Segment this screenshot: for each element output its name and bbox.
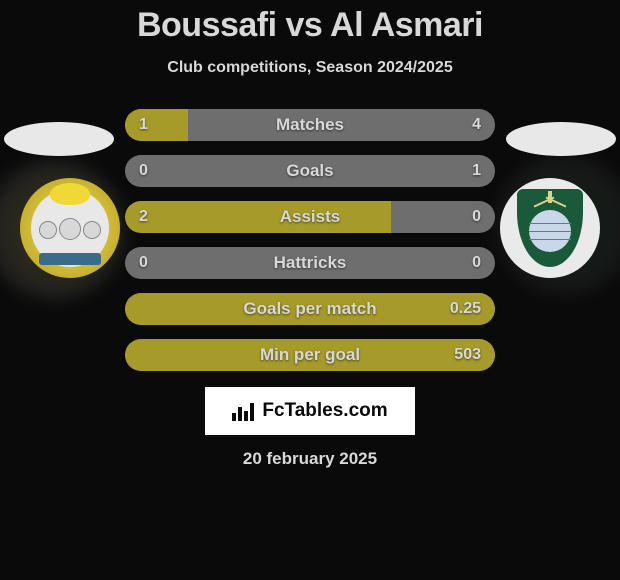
page-subtitle: Club competitions, Season 2024/2025 xyxy=(167,59,452,77)
page-title: Boussafi vs Al Asmari xyxy=(137,6,483,45)
bar-value-right: 0 xyxy=(472,201,481,233)
crest-figure xyxy=(59,218,81,240)
bar-label: Hattricks xyxy=(125,247,495,279)
crest-figure xyxy=(83,221,101,239)
stat-bar: Matches1 4 xyxy=(125,109,495,141)
stat-bar: Hattricks0 0 xyxy=(125,247,495,279)
stat-bar: Goals per match0.25 xyxy=(125,293,495,325)
club-crest-right xyxy=(500,178,600,278)
crest-left-crown xyxy=(50,183,90,205)
bar-value-right: 503 xyxy=(454,339,481,371)
bar-value-right: 0 xyxy=(472,247,481,279)
sword-right xyxy=(546,196,567,207)
bar-value-left: 0 xyxy=(139,155,148,187)
date-label: 20 february 2025 xyxy=(243,449,377,469)
player-silhouette-left xyxy=(4,122,114,156)
bar-value-right: 1 xyxy=(472,155,481,187)
brand-badge: FcTables.com xyxy=(205,387,415,435)
globe-line xyxy=(529,239,571,240)
bar-value-right: 0.25 xyxy=(450,293,481,325)
globe-line xyxy=(529,223,571,224)
bar-label: Assists xyxy=(125,201,495,233)
bar-label: Goals xyxy=(125,155,495,187)
stat-bar: Goals0 1 xyxy=(125,155,495,187)
club-crest-left xyxy=(20,178,120,278)
crest-figure xyxy=(39,221,57,239)
crest-left-inner xyxy=(31,189,109,267)
crest-swords-icon xyxy=(533,195,567,209)
stat-bar: Assists2 0 xyxy=(125,201,495,233)
bar-value-left: 0 xyxy=(139,247,148,279)
comparison-card: Boussafi vs Al Asmari Club competitions,… xyxy=(0,0,620,580)
crest-right-shield xyxy=(517,189,583,267)
crest-globe-icon xyxy=(529,210,571,252)
globe-line xyxy=(529,231,571,232)
stat-bar: Min per goal503 xyxy=(125,339,495,371)
player-silhouette-right xyxy=(506,122,616,156)
bar-label: Goals per match xyxy=(125,293,495,325)
brand-text: FcTables.com xyxy=(262,400,387,422)
bar-label: Min per goal xyxy=(125,339,495,371)
bar-label: Matches xyxy=(125,109,495,141)
bar-value-left: 2 xyxy=(139,201,148,233)
bar-chart-icon xyxy=(232,401,256,421)
bar-value-left: 1 xyxy=(139,109,148,141)
crest-left-banner xyxy=(39,253,101,265)
bar-value-right: 4 xyxy=(472,109,481,141)
crest-left-figures xyxy=(39,221,101,240)
